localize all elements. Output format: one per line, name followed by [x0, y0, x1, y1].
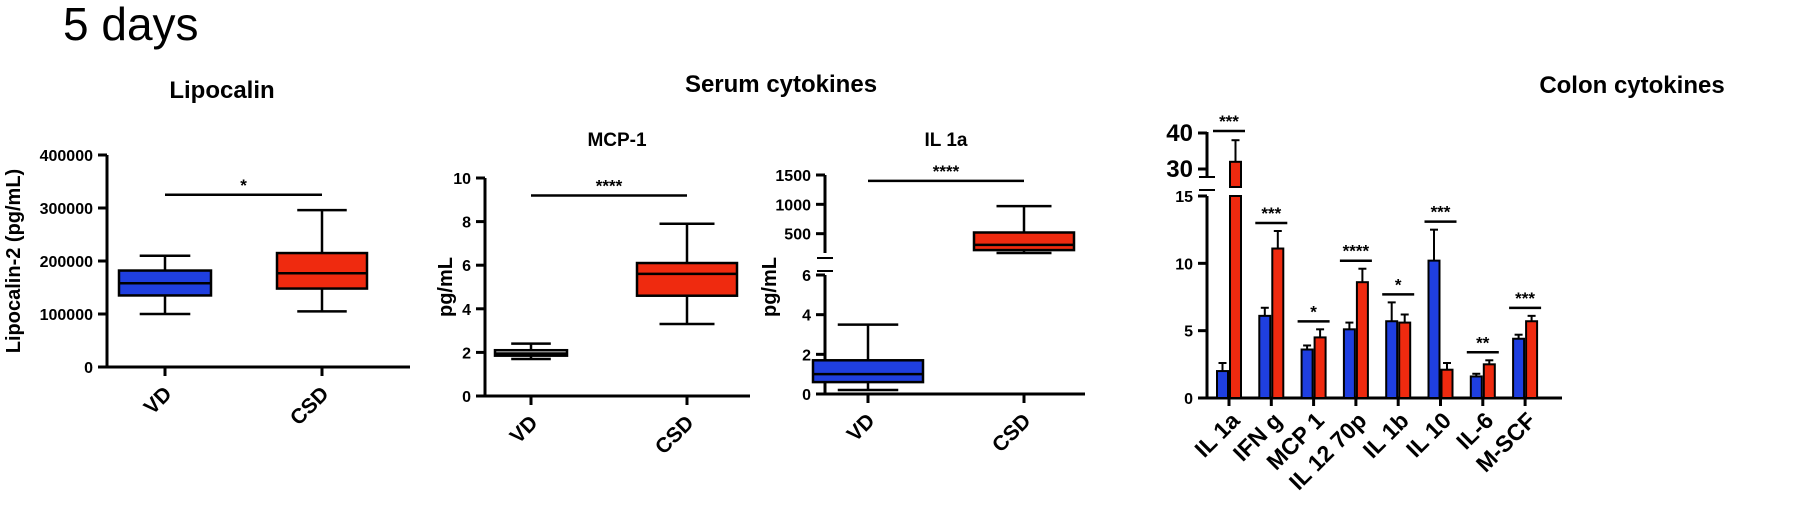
- colon-bar-vd: [1512, 337, 1526, 400]
- mcp1-y-tick-label: 4: [462, 302, 471, 319]
- colon-bar-vd: [1258, 314, 1272, 399]
- il1a-lower-y-tick-label: 4: [802, 308, 811, 325]
- colon-bar-csd: [1229, 195, 1242, 399]
- mcp1-y-tick-label: 10: [453, 171, 471, 188]
- box-iqr: [811, 359, 925, 384]
- colon-significance-label: ***: [1261, 204, 1281, 223]
- colon-group-7: **IL-6: [1451, 333, 1499, 454]
- il1a-upper-y-tick-label: 1000: [775, 197, 811, 214]
- lipocalin-box-vd: [117, 254, 213, 316]
- mcp1-title: MCP-1: [587, 130, 647, 151]
- il1a-lower-y-tick-label: 6: [802, 268, 811, 285]
- il1a-significance-label: ****: [933, 162, 960, 181]
- box-iqr: [275, 251, 369, 290]
- colon-bar-csd: [1398, 321, 1412, 399]
- il1a-x-tick-label: VD: [843, 409, 880, 446]
- mcp1-chart: MCP-1 pg/mL 0 2 4 6 8 10 VD CSD ****: [435, 130, 750, 459]
- colon-bar-csd: [1440, 368, 1454, 400]
- mcp1-y-tick-label: 8: [462, 215, 471, 232]
- mcp1-significance-label: ****: [596, 176, 623, 195]
- mcp1-y-tick-label: 2: [462, 345, 471, 362]
- colon-chart: Colon cytokinespg/mg0510153040***IL 1a**…: [1166, 72, 1724, 495]
- lipocalin-box-csd: [275, 208, 369, 313]
- colon-lower-y-tick-label: 15: [1175, 189, 1193, 206]
- il1a-upper-y-tick-label: 500: [784, 227, 811, 244]
- serum-cytokines-header: Serum cytokines: [685, 71, 877, 98]
- colon-significance-label: ****: [1343, 242, 1370, 261]
- colon-bar-vd: [1300, 348, 1314, 399]
- colon-bar-csd: [1525, 320, 1539, 399]
- colon-bar-vd: [1385, 320, 1399, 399]
- mcp1-x-tick-label: CSD: [651, 411, 699, 459]
- lipocalin-y-tick-label: 300000: [40, 201, 93, 218]
- lipocalin-y-tick-label: 400000: [40, 148, 93, 165]
- page-title: 5 days: [63, 0, 199, 50]
- il1a-title: IL 1a: [925, 130, 968, 151]
- lipocalin-title: Lipocalin: [169, 77, 274, 104]
- colon-upper-y-tick-label: 30: [1166, 156, 1193, 183]
- il1a-upper-y-tick-label: 1500: [775, 168, 811, 185]
- mcp1-y-tick-label: 6: [462, 258, 471, 275]
- mcp1-x-tick-label: VD: [506, 411, 543, 448]
- il1a-box-vd: [811, 323, 925, 392]
- il1a-lower-y-tick-label: 2: [802, 347, 811, 364]
- colon-bar-csd: [1313, 336, 1327, 399]
- lipocalin-significance-label: *: [240, 176, 247, 195]
- box-iqr: [972, 231, 1076, 252]
- mcp1-box-vd: [493, 342, 569, 361]
- il1a-y-axis-label: pg/mL: [759, 257, 781, 317]
- mcp1-y-tick-label: 0: [462, 389, 471, 406]
- il1a-x-tick-label: CSD: [988, 409, 1036, 457]
- lipocalin-x-tick-label: VD: [140, 382, 177, 419]
- colon-significance-label: *: [1395, 275, 1402, 294]
- il1a-box-csd: [972, 204, 1076, 255]
- lipocalin-y-tick-label: 0: [84, 360, 93, 377]
- colon-bar-vd: [1342, 328, 1356, 400]
- colon-significance-label: ***: [1515, 289, 1535, 308]
- colon-x-tick-label: IL 10: [1401, 407, 1456, 462]
- colon-lower-y-tick-label: 10: [1175, 256, 1193, 273]
- il1a-chart: IL 1a pg/mL 0 2 4 6 500 1000 1500 VD CSD ****: [759, 130, 1085, 457]
- colon-bar-csd: [1482, 363, 1496, 400]
- colon-x-tick-label: IL 1b: [1358, 407, 1414, 463]
- mcp1-y-axis-label: pg/mL: [435, 257, 457, 317]
- colon-bar-vd: [1427, 259, 1441, 400]
- colon-significance-label: ***: [1219, 112, 1239, 131]
- colon-significance-label: *: [1310, 302, 1317, 321]
- colon-upper-y-tick-label: 40: [1166, 120, 1193, 147]
- colon-bar-vd: [1216, 370, 1229, 400]
- colon-significance-label: **: [1476, 333, 1490, 352]
- colon-bar-csd-upper: [1229, 160, 1242, 189]
- il1a-lower-y-tick-label: 0: [802, 387, 811, 404]
- lipocalin-y-tick-label: 200000: [40, 254, 93, 271]
- colon-bar-vd: [1469, 375, 1483, 400]
- lipocalin-x-tick-label: CSD: [286, 382, 334, 430]
- lipocalin-y-tick-label: 100000: [40, 307, 93, 324]
- colon-bar-csd: [1271, 247, 1285, 399]
- colon-group-1: ***IL 1a: [1189, 112, 1245, 462]
- colon-bar-csd: [1355, 281, 1369, 400]
- lipocalin-y-axis-label: Lipocalin-2 (pg/mL): [3, 169, 25, 353]
- box-iqr: [635, 261, 739, 297]
- colon-title: Colon cytokines: [1539, 72, 1724, 99]
- colon-lower-y-tick-label: 5: [1184, 324, 1193, 341]
- colon-significance-label: ***: [1431, 203, 1451, 222]
- colon-lower-y-tick-label: 0: [1184, 391, 1193, 408]
- lipocalin-chart: Lipocalin Lipocalin-2 (pg/mL) 0 100000 20000…: [3, 77, 410, 430]
- mcp1-box-csd: [635, 222, 739, 326]
